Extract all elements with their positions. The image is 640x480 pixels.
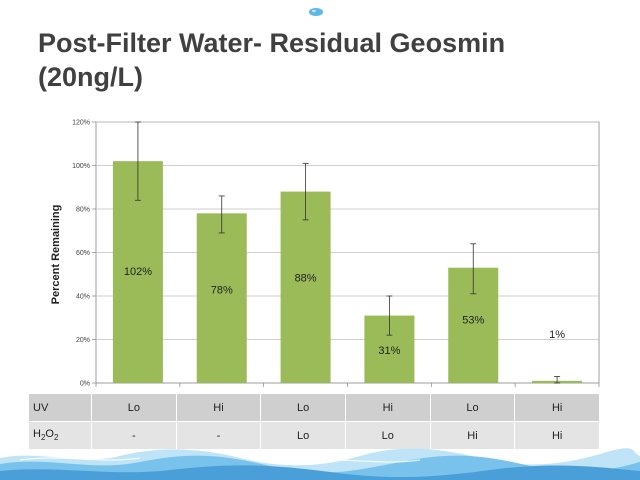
formula-sub-2: 2: [53, 433, 59, 443]
bar-data-label: 102%: [124, 266, 152, 278]
y-tick-label: 40%: [76, 294, 90, 301]
factor-cell: Lo: [344, 421, 431, 450]
bar-data-label: 53%: [462, 315, 484, 327]
factor-table: UV Lo Hi Lo Hi Lo Hi H2O2 - - Lo Lo Hi H…: [28, 393, 600, 450]
bar-data-label: 78%: [211, 285, 233, 297]
y-tick-label: 0%: [80, 381, 90, 388]
bar-data-label: 1%: [549, 329, 565, 341]
factor-cell: Hi: [344, 393, 431, 422]
y-tick-label: 100%: [72, 163, 90, 170]
title-line-2: (20ng/L): [38, 62, 143, 92]
y-tick-label: 80%: [76, 207, 90, 214]
factor-cell: Hi: [175, 393, 262, 422]
water-drop-icon: [309, 8, 323, 16]
factor-row-label: UV: [28, 393, 92, 422]
factor-cell: -: [91, 421, 177, 450]
formula-sub-1: 2: [40, 433, 46, 443]
page-title: Post-Filter Water- Residual Geosmin (20n…: [38, 26, 618, 94]
bar-data-label: 31%: [378, 345, 400, 357]
factor-row-uv: UV Lo Hi Lo Hi Lo Hi: [28, 393, 600, 422]
y-axis-title: Percent Remaining: [50, 205, 62, 305]
formula-h: H: [33, 428, 41, 441]
factor-cell: Lo: [91, 393, 177, 422]
factor-cell: Hi: [514, 421, 600, 450]
factor-cell: Hi: [514, 393, 600, 422]
y-tick-label: 60%: [76, 250, 90, 257]
factor-cell: -: [175, 421, 262, 450]
y-tick-label: 20%: [76, 337, 90, 344]
formula-o: O: [45, 428, 54, 441]
bar: [280, 191, 331, 383]
bar: [196, 213, 247, 383]
bar-data-label: 88%: [295, 273, 317, 285]
factor-row-h2o2: H2O2 - - Lo Lo Hi Hi: [28, 421, 600, 450]
factor-cell: Lo: [260, 421, 346, 450]
factor-row-label: H2O2: [28, 421, 92, 450]
water-wave-decoration: [0, 448, 640, 480]
y-tick-label: 120%: [72, 120, 90, 127]
factor-cell: Lo: [260, 393, 346, 422]
factor-cell: Lo: [429, 393, 516, 422]
factor-cell: Hi: [429, 421, 516, 450]
title-line-1: Post-Filter Water- Residual Geosmin: [38, 28, 506, 58]
